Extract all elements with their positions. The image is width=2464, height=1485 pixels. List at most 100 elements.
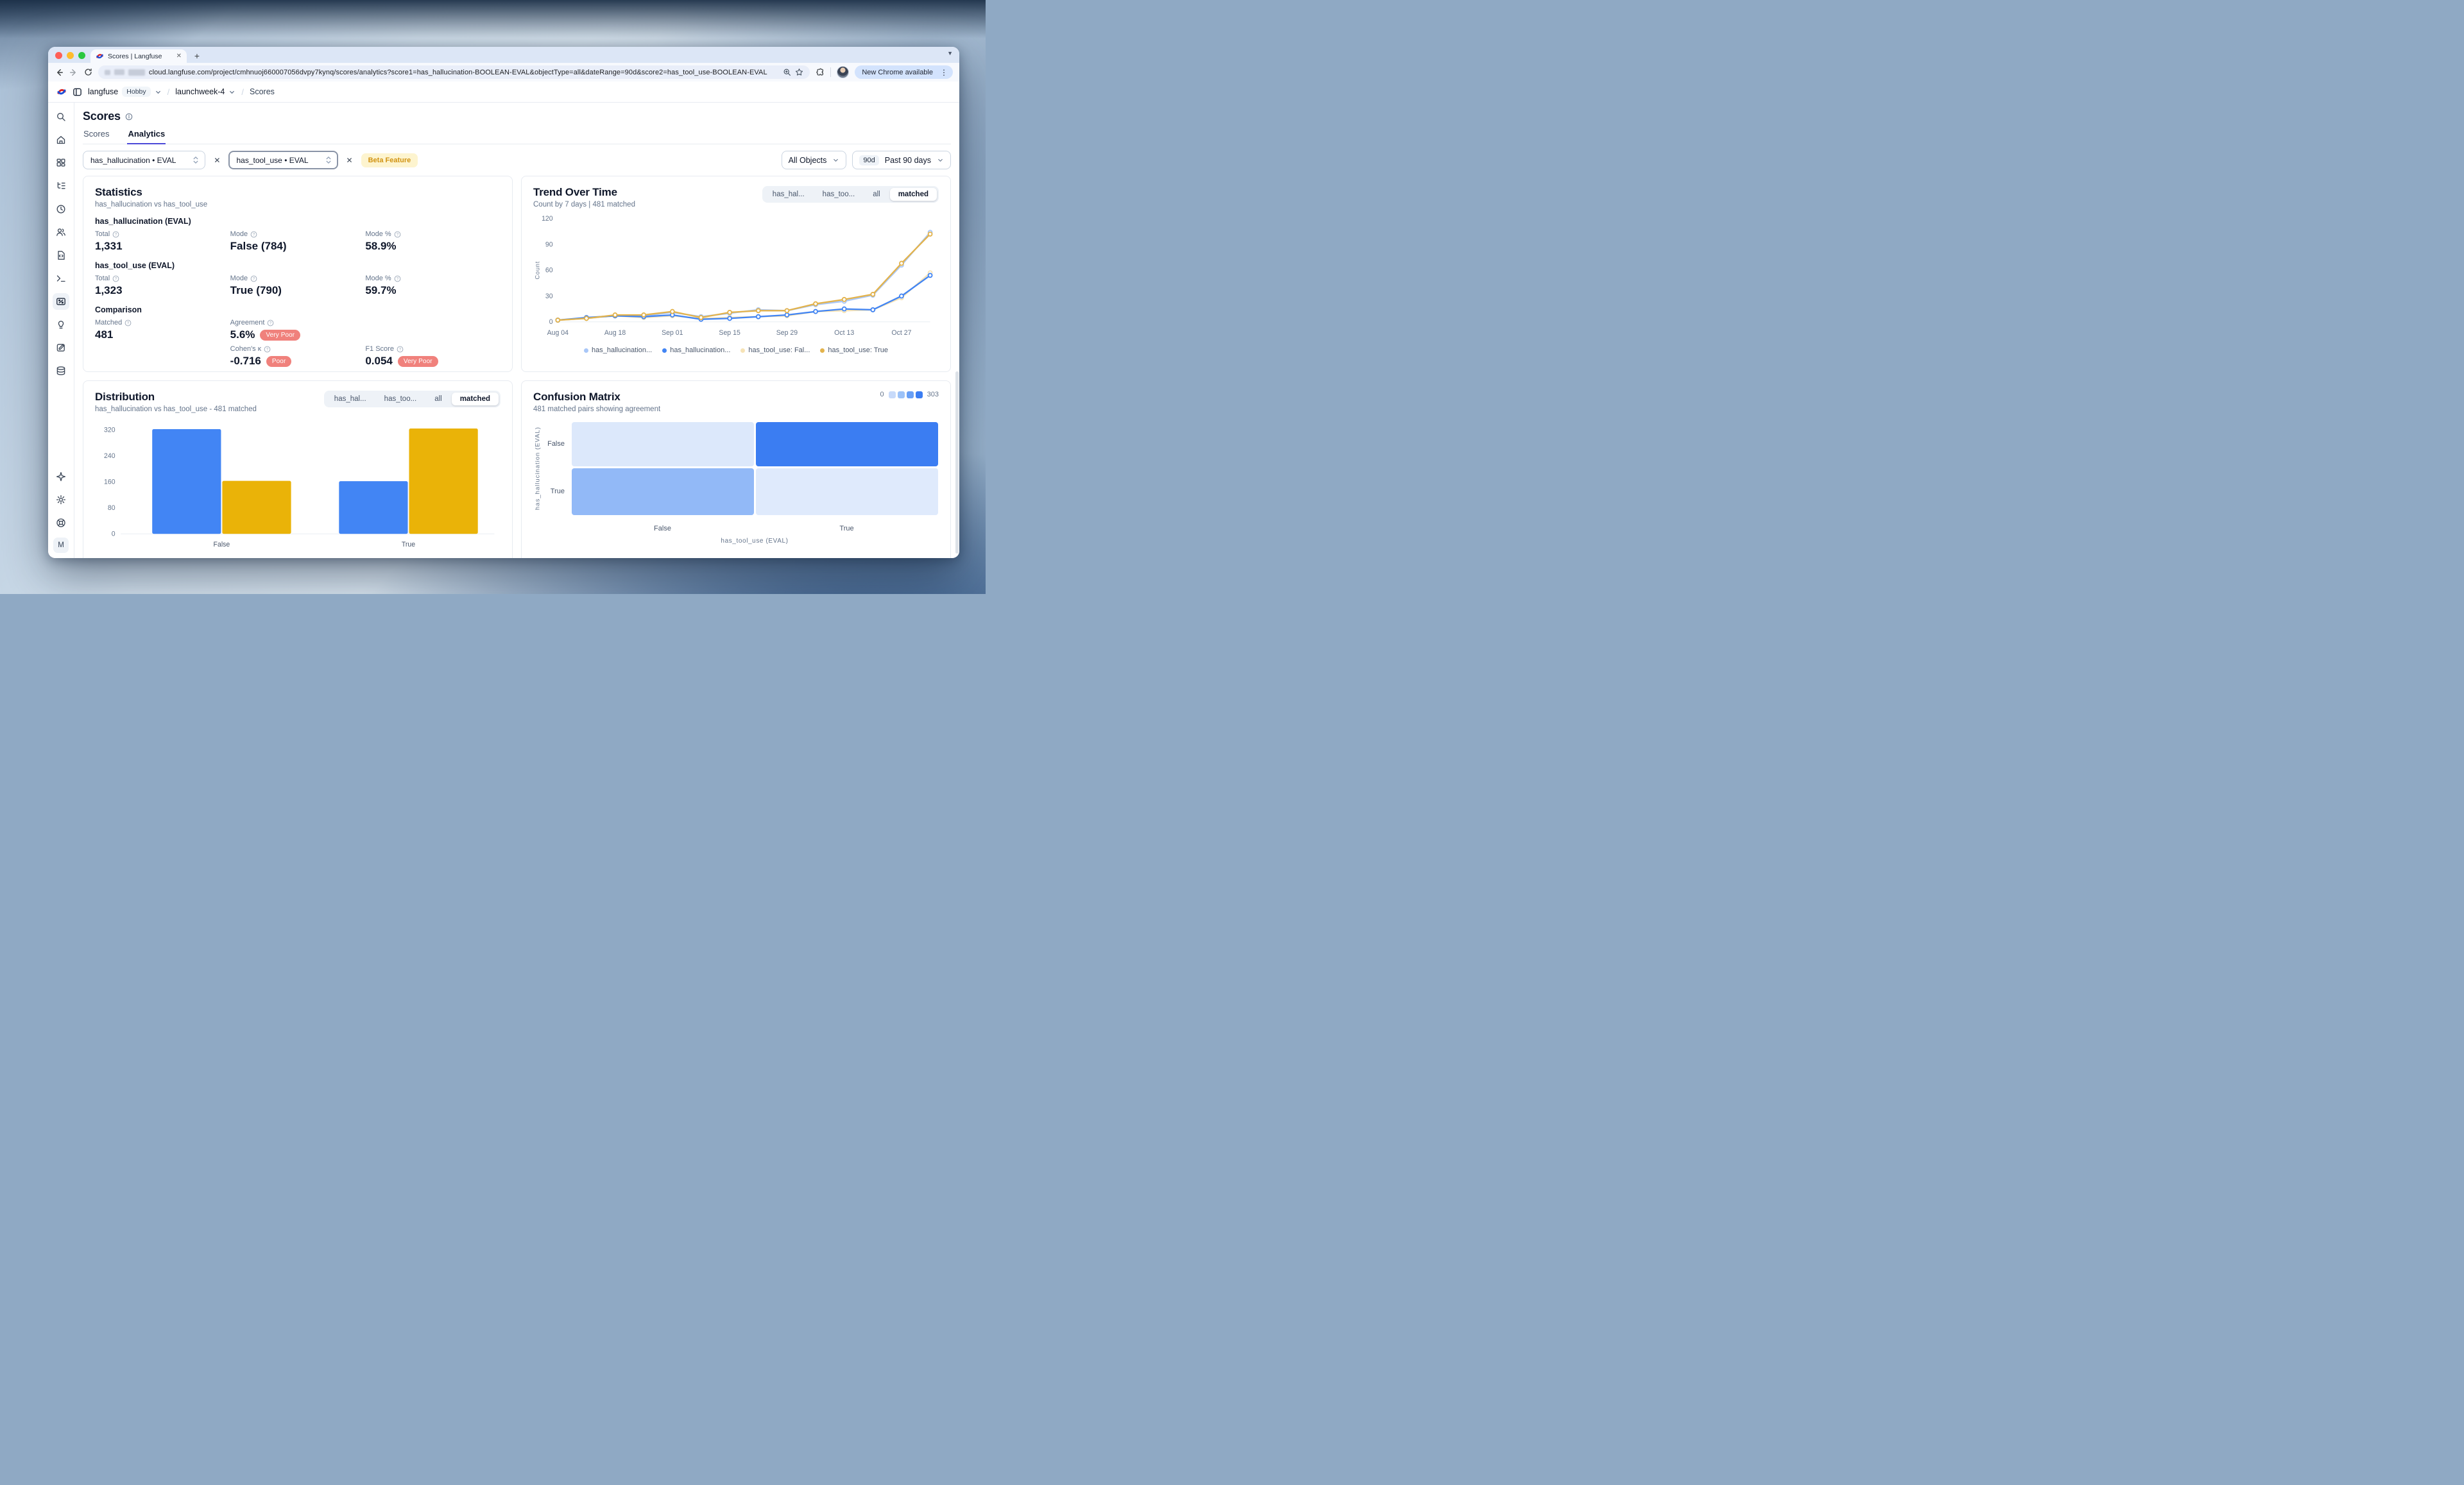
help-icon[interactable]: ? xyxy=(394,231,401,238)
tab-search-chevron-icon[interactable]: ▼ xyxy=(947,50,953,56)
site-permission-chip xyxy=(128,69,145,76)
distribution-legend: has_hallucination has_tool_use xyxy=(95,557,501,558)
reload-icon[interactable] xyxy=(84,68,92,76)
confusion-cell-true-false[interactable] xyxy=(571,468,754,515)
minimize-window-button[interactable] xyxy=(67,52,74,59)
browser-menu-kebab-icon[interactable]: ⋮ xyxy=(940,67,948,77)
help-icon[interactable]: ? xyxy=(124,319,132,327)
svg-text:240: 240 xyxy=(104,452,116,460)
stat-f1-score: F1 Score? 0.054 Very Poor xyxy=(365,345,501,368)
tab-analytics[interactable]: Analytics xyxy=(127,129,166,144)
sidebar-item-gear[interactable] xyxy=(53,491,69,508)
browser-profile-avatar[interactable] xyxy=(837,66,850,78)
sidebar-item-database[interactable] xyxy=(53,362,69,379)
help-icon[interactable]: ? xyxy=(267,319,274,327)
chevron-updown-icon xyxy=(193,156,199,164)
sidebar-item-home[interactable] xyxy=(53,132,69,148)
org-chevron-down-icon[interactable] xyxy=(155,89,162,96)
distribution-segment-hashal[interactable]: has_hal... xyxy=(334,395,366,403)
distribution-subtitle: has_hallucination vs has_tool_use - 481 … xyxy=(95,405,257,413)
sidebar-item-trace[interactable] xyxy=(53,178,69,194)
extensions-puzzle-icon[interactable] xyxy=(816,67,825,77)
trend-segmented-control: has_hal... has_too... all matched xyxy=(762,186,939,203)
trend-segment-hashal[interactable]: has_hal... xyxy=(772,191,805,198)
bookmark-star-icon[interactable] xyxy=(795,68,803,76)
confusion-row-label: True xyxy=(550,488,565,495)
help-icon[interactable]: ? xyxy=(250,231,257,238)
sidebar-item-lifebuoy[interactable] xyxy=(53,514,69,531)
help-icon[interactable]: ? xyxy=(112,275,119,282)
confusion-col-label: True xyxy=(839,525,854,532)
breadcrumb-divider: / xyxy=(167,87,170,97)
svg-text:0: 0 xyxy=(112,530,116,538)
confusion-y-axis-label: has_hallucination (EVAL) xyxy=(534,427,542,510)
sidebar-item-scores[interactable] xyxy=(53,293,69,310)
stat-value: 5.6% Very Poor xyxy=(230,328,366,341)
help-icon[interactable]: ? xyxy=(264,346,271,353)
legend-label: has_tool_use: True xyxy=(828,346,888,354)
trend-legend-item: has_hallucination... xyxy=(584,346,652,354)
help-icon[interactable]: ? xyxy=(112,231,119,238)
svg-text:?: ? xyxy=(397,277,399,281)
remove-score1-button[interactable]: ✕ xyxy=(214,155,221,165)
legend-label: has_tool_use: Fal... xyxy=(748,346,810,354)
panels-grid: Statistics has_hallucination vs has_tool… xyxy=(83,176,951,558)
forward-icon[interactable] xyxy=(69,68,78,77)
stat-value: 58.9% xyxy=(365,240,501,253)
sidebar-item-sparkle[interactable] xyxy=(53,468,69,485)
remove-score2-button[interactable]: ✕ xyxy=(346,155,353,165)
info-icon[interactable] xyxy=(125,113,133,121)
distribution-segment-hastoo[interactable]: has_too... xyxy=(384,395,417,403)
tab-close-icon[interactable]: ✕ xyxy=(176,53,182,60)
confusion-cell-true-true[interactable] xyxy=(755,468,938,515)
sidebar-item-users[interactable] xyxy=(53,224,69,241)
trend-segment-hastoo[interactable]: has_too... xyxy=(822,191,855,198)
browser-tab[interactable]: Scores | Langfuse ✕ xyxy=(90,49,187,63)
stat-row: Matched? 481 Agreement? 5.6% Very Poor xyxy=(95,319,501,341)
distribution-segment-matched[interactable]: matched xyxy=(451,393,499,405)
sidebar-item-clock[interactable] xyxy=(53,201,69,217)
org-name[interactable]: langfuse xyxy=(88,87,119,96)
sidebar-item-terminal[interactable] xyxy=(53,270,69,287)
sidebar-item-search[interactable] xyxy=(53,108,69,125)
date-range-select[interactable]: 90d Past 90 days xyxy=(852,151,951,169)
help-icon[interactable]: ? xyxy=(394,275,401,282)
new-tab-button[interactable]: + xyxy=(194,51,200,61)
legend-label: has_hallucination xyxy=(244,557,299,558)
browser-tab-strip: Scores | Langfuse ✕ + ▼ xyxy=(48,47,959,63)
object-filter-select[interactable]: All Objects xyxy=(781,151,847,169)
sidebar-item-dashboard[interactable] xyxy=(53,155,69,171)
chrome-update-pill[interactable]: New Chrome available ⋮ xyxy=(855,65,953,79)
svg-text:?: ? xyxy=(253,233,255,237)
trend-segment-matched[interactable]: matched xyxy=(889,188,937,201)
stat-label-text: Total xyxy=(95,275,110,282)
score1-select[interactable]: has_hallucination • EVAL xyxy=(83,151,206,169)
sidebar-item-annotation[interactable] xyxy=(53,339,69,356)
score2-select[interactable]: has_tool_use • EVAL xyxy=(228,151,338,169)
app-scrollbar-thumb[interactable] xyxy=(955,371,959,554)
trend-legend: has_hallucination... has_hallucination...… xyxy=(533,346,939,354)
stat-label: Total? xyxy=(95,275,230,282)
browser-window: Scores | Langfuse ✕ + ▼ cloud.langfuse.c… xyxy=(48,47,959,558)
help-icon[interactable]: ? xyxy=(250,275,257,282)
address-bar[interactable]: cloud.langfuse.com/project/cmhnuoj660007… xyxy=(98,65,810,79)
confusion-cell-false-true[interactable] xyxy=(755,421,938,466)
distribution-segment-all[interactable]: all xyxy=(434,395,442,403)
sidebar-toggle-icon[interactable] xyxy=(73,87,82,97)
project-name[interactable]: launchweek-4 xyxy=(175,87,225,96)
stat-total: Total? 1,323 xyxy=(95,275,230,297)
project-chevron-down-icon[interactable] xyxy=(228,89,235,96)
zoom-page-icon[interactable] xyxy=(783,68,791,76)
back-icon[interactable] xyxy=(55,68,64,77)
breadcrumb-section[interactable]: Scores xyxy=(250,87,275,96)
trend-segment-all[interactable]: all xyxy=(873,191,880,198)
close-window-button[interactable] xyxy=(55,52,62,59)
sidebar-item-lightbulb[interactable] xyxy=(53,316,69,333)
beta-feature-badge: Beta Feature xyxy=(361,153,418,167)
fullscreen-window-button[interactable] xyxy=(78,52,85,59)
tab-scores[interactable]: Scores xyxy=(83,129,110,139)
confusion-cell-false-false[interactable] xyxy=(571,421,754,466)
help-icon[interactable]: ? xyxy=(397,346,404,353)
sidebar-item-code-file[interactable] xyxy=(53,247,69,264)
user-avatar[interactable]: M xyxy=(53,538,69,553)
